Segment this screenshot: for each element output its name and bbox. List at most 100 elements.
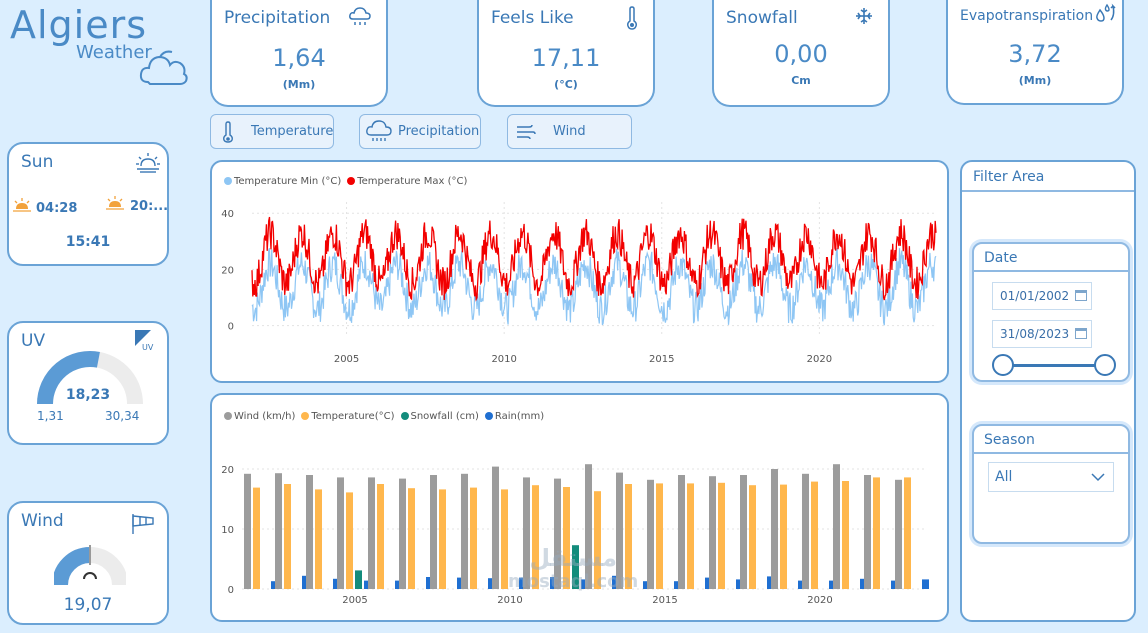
rain-bar[interactable] xyxy=(550,577,557,589)
temperature-bar[interactable] xyxy=(377,484,384,589)
filter-title-divider xyxy=(962,190,1134,192)
wind-nav-button[interactable]: Wind xyxy=(507,114,632,149)
evapotranspiration-value: 3,72 xyxy=(1008,40,1062,68)
snowfall-unit: Cm xyxy=(791,74,811,87)
rain-bar[interactable] xyxy=(488,578,495,589)
wind-bar[interactable] xyxy=(554,478,561,589)
temperature-bar[interactable] xyxy=(470,487,477,589)
rain-bar[interactable] xyxy=(736,579,743,589)
rain-bar[interactable] xyxy=(333,578,340,589)
precipitation-nav-button[interactable]: Precipitation xyxy=(359,114,481,149)
wind-bar[interactable] xyxy=(337,477,344,589)
rain-bar[interactable] xyxy=(302,575,309,589)
temperature-bar[interactable] xyxy=(780,484,787,589)
rain-bar[interactable] xyxy=(829,580,836,589)
temperature-bar[interactable] xyxy=(842,481,849,589)
rain-bar[interactable] xyxy=(798,580,805,589)
temperature-bar[interactable] xyxy=(873,477,880,589)
rain-bar[interactable] xyxy=(426,577,433,589)
wind-icon xyxy=(517,124,536,140)
rain-bar[interactable] xyxy=(395,580,402,589)
snowfall-card: Snowfall 0,00 Cm xyxy=(712,0,890,107)
sunrise-icon xyxy=(136,153,160,173)
uv-max: 30,34 xyxy=(105,409,140,423)
date-range-handle-end[interactable] xyxy=(1094,354,1116,376)
temperature-bar[interactable] xyxy=(811,481,818,589)
season-dropdown[interactable]: All xyxy=(988,462,1114,492)
water-drops-icon xyxy=(1096,3,1116,22)
wind-bar[interactable] xyxy=(368,477,375,589)
temperature-bar[interactable] xyxy=(439,489,446,589)
rain-bar[interactable] xyxy=(364,580,371,589)
start-date-input[interactable]: 01/01/2002 xyxy=(992,282,1092,310)
temperature-bar[interactable] xyxy=(346,492,353,589)
uv-gauge xyxy=(37,351,143,405)
temp-min-series-line xyxy=(251,247,937,326)
wind-bar[interactable] xyxy=(492,466,499,589)
wind-bar[interactable] xyxy=(740,475,747,589)
line-chart-legend: Temperature Min (°C) Temperature Max (°C… xyxy=(224,176,467,187)
temperature-bar[interactable] xyxy=(563,487,570,589)
temperature-bar[interactable] xyxy=(718,482,725,589)
wind-bar[interactable] xyxy=(306,475,313,589)
wind-bar[interactable] xyxy=(771,469,778,589)
temperature-bar[interactable] xyxy=(594,491,601,589)
rain-bar[interactable] xyxy=(271,581,278,589)
wind-bar[interactable] xyxy=(802,473,809,589)
rain-bar[interactable] xyxy=(457,577,464,589)
rain-bar[interactable] xyxy=(922,579,929,589)
legend-temp-max[interactable]: Temperature Max (°C) xyxy=(347,176,467,187)
temperature-nav-button[interactable]: Temperature xyxy=(210,114,334,149)
wind-bar[interactable] xyxy=(895,479,902,589)
rain-bar[interactable] xyxy=(860,578,867,589)
temperature-bar[interactable] xyxy=(284,484,291,589)
wind-bar[interactable] xyxy=(430,475,437,589)
legend-wind[interactable]: Wind (km/h) xyxy=(224,411,295,422)
temperature-bar[interactable] xyxy=(687,483,694,589)
temperature-bar[interactable] xyxy=(253,487,260,589)
bar-y-tick: 20 xyxy=(221,465,234,476)
daylight-duration: 15:41 xyxy=(65,234,111,250)
wind-bar[interactable] xyxy=(523,477,530,589)
wind-bar[interactable] xyxy=(647,479,654,589)
rain-bar[interactable] xyxy=(891,580,898,589)
temperature-bar[interactable] xyxy=(749,485,756,589)
rain-bar[interactable] xyxy=(767,576,774,589)
legend-snowfall[interactable]: Snowfall (cm) xyxy=(400,411,479,422)
wind-bar[interactable] xyxy=(399,478,406,589)
date-range-handle-start[interactable] xyxy=(992,354,1014,376)
wind-bar[interactable] xyxy=(678,475,685,589)
line-x-tick: 2005 xyxy=(334,354,359,365)
wind-bar[interactable] xyxy=(709,476,716,589)
rain-bar[interactable] xyxy=(643,581,650,589)
season-selected: All xyxy=(995,469,1013,485)
rain-bar[interactable] xyxy=(612,575,619,589)
wind-bar[interactable] xyxy=(585,464,592,589)
legend-temperature[interactable]: Temperature(°C) xyxy=(301,411,395,422)
legend-rain[interactable]: Rain(mm) xyxy=(484,411,544,422)
rain-bar[interactable] xyxy=(705,577,712,589)
uv-card: UV UV 18,23 1,31 30,34 xyxy=(7,321,169,445)
end-date-input[interactable]: 31/08/2023 xyxy=(992,320,1092,348)
wind-bar[interactable] xyxy=(833,464,840,589)
rain-bar[interactable] xyxy=(519,577,526,589)
temperature-bar[interactable] xyxy=(408,488,415,589)
rain-bar[interactable] xyxy=(581,579,588,589)
bar-x-tick: 2005 xyxy=(342,595,367,606)
snowfall-bar[interactable] xyxy=(355,570,362,589)
wind-bar[interactable] xyxy=(461,473,468,589)
temperature-bar[interactable] xyxy=(501,489,508,589)
wind-bar[interactable] xyxy=(864,475,871,589)
wind-card: Wind 19,07 xyxy=(7,501,169,625)
rain-bar[interactable] xyxy=(674,581,681,589)
wind-bar[interactable] xyxy=(616,472,623,589)
snowfall-bar[interactable] xyxy=(572,545,579,589)
wind-bar[interactable] xyxy=(244,473,251,589)
temperature-bar[interactable] xyxy=(904,477,911,589)
temperature-bar[interactable] xyxy=(315,489,322,589)
temperature-bar[interactable] xyxy=(625,484,632,589)
legend-temp-min[interactable]: Temperature Min (°C) xyxy=(224,176,341,187)
temperature-bar[interactable] xyxy=(532,485,539,589)
wind-bar[interactable] xyxy=(275,473,282,589)
temperature-bar[interactable] xyxy=(656,483,663,589)
